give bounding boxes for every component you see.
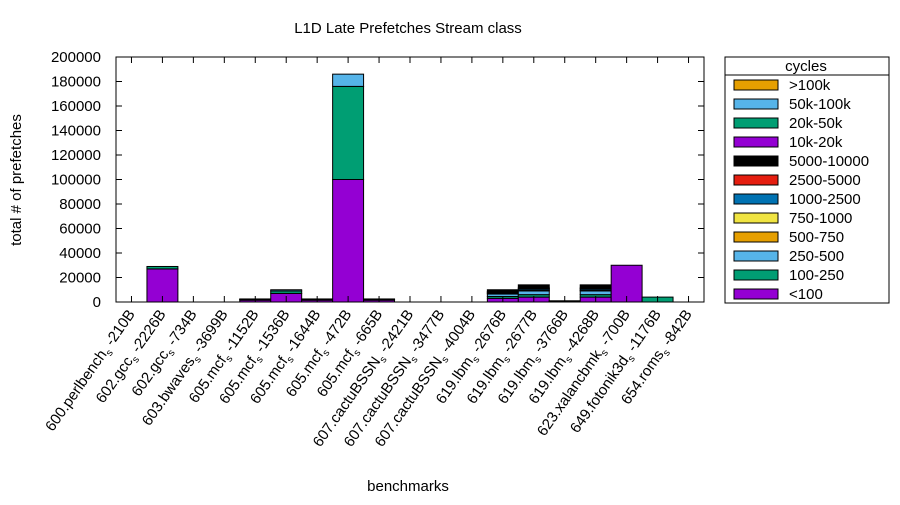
x-tick-label-subscript: s <box>409 355 421 365</box>
legend-swatch <box>733 117 779 129</box>
x-tick-label-name: 654.roms <box>618 347 668 408</box>
legend-item: >100k <box>733 77 831 94</box>
bar-segment <box>146 265 179 270</box>
y-tick-label: 180000 <box>51 74 101 91</box>
bar-segment <box>332 179 365 303</box>
x-tick-label-subscript: s <box>532 355 544 365</box>
legend-item: 50k-100k <box>733 96 851 113</box>
x-tick-label-subscript: s <box>471 355 483 365</box>
legend-swatch <box>733 250 779 262</box>
legend-swatch <box>733 155 779 167</box>
bar-segment <box>517 284 550 289</box>
bar-segment <box>332 85 365 180</box>
x-tick-label-subscript: s <box>378 355 390 365</box>
bar-segment <box>517 290 550 296</box>
bar-segment <box>579 284 612 289</box>
legend-label: 500-750 <box>789 229 844 246</box>
legend-item: 20k-50k <box>733 115 843 132</box>
chart-title: L1D Late Prefetches Stream class <box>294 20 522 37</box>
legend-swatch <box>733 79 779 91</box>
legend-label: 50k-100k <box>789 96 851 113</box>
legend-item: 5000-10000 <box>733 153 869 170</box>
bar-segment <box>579 290 612 296</box>
x-tick-label-subscript: s <box>502 355 514 365</box>
y-tick-label: 20000 <box>59 270 101 287</box>
y-tick-label: 160000 <box>51 98 101 115</box>
legend-swatch <box>733 269 779 281</box>
bar-segment <box>270 289 303 292</box>
y-tick-label: 60000 <box>59 221 101 238</box>
legend-item: 1000-2500 <box>733 191 861 208</box>
legend-item: 2500-5000 <box>733 172 861 189</box>
x-tick-label-subscript: s <box>104 348 116 358</box>
x-tick-label-suffix: -842B <box>657 307 696 353</box>
legend-item: 500-750 <box>733 229 844 246</box>
legend-label: <100 <box>789 286 823 303</box>
legend-label: 2500-5000 <box>789 172 861 189</box>
y-tick-label: 0 <box>93 294 101 311</box>
x-tick-label-subscript: s <box>661 348 673 358</box>
x-tick-label-subscript: s <box>563 355 575 365</box>
plot-area: 0 20000 40000 60000 80000 100000 120000 140000 1… <box>42 49 705 450</box>
legend-label: 10k-20k <box>789 134 843 151</box>
x-tick-label-subscript: s <box>626 354 638 364</box>
x-tick-label-subscript: s <box>352 348 364 358</box>
bar-segment <box>610 264 643 303</box>
legend-label: 250-500 <box>789 248 844 265</box>
bar-segment <box>332 73 365 87</box>
legend-item: 10k-20k <box>733 134 843 151</box>
legend-swatch <box>733 174 779 186</box>
x-tick-label-subscript: s <box>166 348 178 358</box>
legend-title: cycles <box>785 58 827 75</box>
x-tick-label-subscript: s <box>192 355 204 365</box>
legend-item: 250-500 <box>733 248 844 265</box>
x-axis-label: benchmarks <box>367 478 449 495</box>
x-tick-label-subscript: s <box>599 348 611 358</box>
legend-label: 750-1000 <box>789 210 852 227</box>
x-tick-label-subscript: s <box>321 348 333 358</box>
legend-frame <box>724 56 890 304</box>
y-tick-label: 40000 <box>59 245 101 262</box>
x-tick-label-subscript: s <box>254 355 266 365</box>
y-axis-label: total # of prefetches <box>8 114 25 246</box>
legend-label: 1000-2500 <box>789 191 861 208</box>
legend-item: 100-250 <box>733 267 844 284</box>
x-tick-label-subscript: s <box>224 354 236 364</box>
legend-label: >100k <box>789 77 831 94</box>
legend-swatch <box>733 231 779 243</box>
y-tick-label: 80000 <box>59 196 101 213</box>
y-tick-label: 100000 <box>51 172 101 189</box>
legend-label: 20k-50k <box>789 115 843 132</box>
legend-swatch <box>733 136 779 148</box>
legend-swatch <box>733 193 779 205</box>
legend-swatch <box>733 212 779 224</box>
bar-segment <box>486 289 519 293</box>
legend: cycles >100k 50k-100k 20k-50k 10k-20k 5000-1… <box>724 56 890 304</box>
legend-item: <100 <box>733 286 823 303</box>
y-tick-label: 200000 <box>51 49 101 66</box>
x-tick-label-subscript: s <box>130 355 142 365</box>
legend-label: 100-250 <box>789 267 844 284</box>
legend-item: 750-1000 <box>733 210 852 227</box>
y-tick-label: 140000 <box>51 123 101 140</box>
x-tick-label-subscript: s <box>440 355 452 365</box>
legend-swatch <box>733 98 779 110</box>
x-tick-label-subscript: s <box>285 355 297 365</box>
legend-swatch <box>733 288 779 300</box>
legend-label: 5000-10000 <box>789 153 869 170</box>
y-tick-label: 120000 <box>51 147 101 164</box>
